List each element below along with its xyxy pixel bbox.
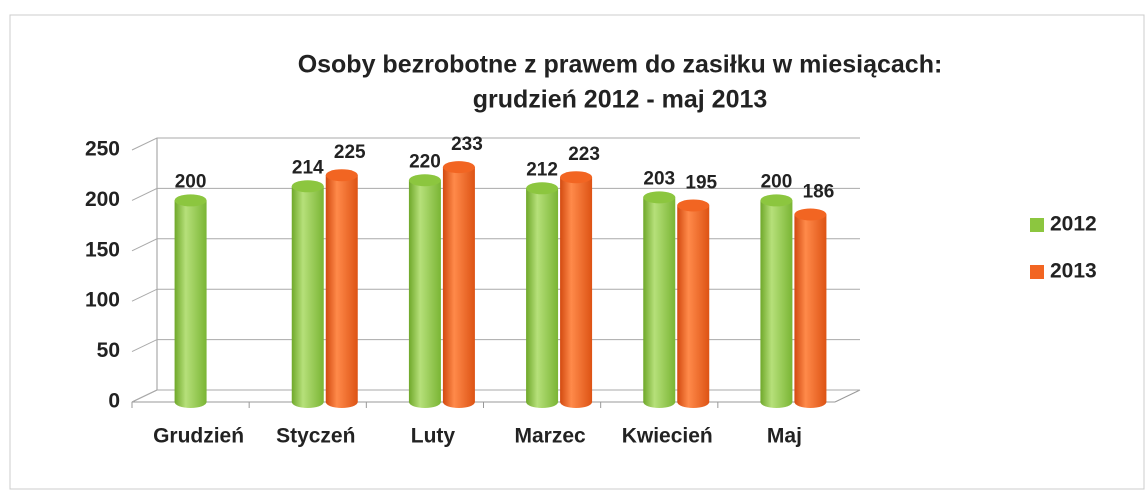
bar xyxy=(560,171,593,408)
value-label: 200 xyxy=(761,171,793,192)
grid-line xyxy=(131,238,860,252)
cylinder-body xyxy=(325,175,358,408)
cylinder-top xyxy=(643,191,676,204)
grid-line xyxy=(131,288,860,302)
legend-swatch xyxy=(1030,218,1044,232)
value-label: 200 xyxy=(175,171,207,192)
x-tick-label: Maj xyxy=(767,425,802,448)
y-tick-label: 150 xyxy=(85,238,120,261)
frame xyxy=(9,14,1145,490)
legend-label: 2013 xyxy=(1050,260,1097,283)
cylinder-top xyxy=(408,174,441,187)
value-label: 233 xyxy=(451,134,483,155)
legend-label: 2012 xyxy=(1050,213,1097,236)
y-tick-label: 250 xyxy=(85,138,120,161)
cylinder-top xyxy=(325,169,358,182)
x-tick-label: Luty xyxy=(411,425,456,448)
cylinder-top xyxy=(794,208,827,221)
bar xyxy=(291,180,324,408)
cylinder-body xyxy=(560,177,593,408)
bar xyxy=(760,194,793,408)
bar xyxy=(526,182,559,408)
legend-swatch xyxy=(1030,265,1044,279)
cylinder-body xyxy=(677,205,710,408)
chart-title: grudzień 2012 - maj 2013 xyxy=(473,86,768,114)
x-tick-label: Kwiecień xyxy=(622,425,713,448)
bar xyxy=(677,199,710,408)
value-label: 186 xyxy=(803,182,835,203)
value-label: 225 xyxy=(334,142,366,163)
y-tick-label: 50 xyxy=(97,339,120,362)
cylinder-body xyxy=(526,188,559,408)
y-tick-label: 0 xyxy=(108,390,120,413)
bar xyxy=(794,208,827,408)
axis xyxy=(834,389,861,403)
x-tick-label: Grudzień xyxy=(153,425,244,448)
bar xyxy=(643,191,676,408)
value-label: 195 xyxy=(685,172,717,193)
cylinder-top xyxy=(560,171,593,184)
chart-title: Osoby bezrobotne z prawem do zasiłku w m… xyxy=(298,51,943,79)
value-label: 212 xyxy=(526,159,558,180)
cylinder-body xyxy=(408,180,441,408)
cylinder-top xyxy=(526,182,559,195)
y-tick-label: 100 xyxy=(85,289,120,312)
value-label: 223 xyxy=(568,144,600,165)
value-label: 220 xyxy=(409,151,441,172)
grid-line xyxy=(131,137,860,151)
cylinder-top xyxy=(677,199,710,212)
cylinder-body xyxy=(291,186,324,408)
value-label: 214 xyxy=(292,157,324,178)
cylinder-top xyxy=(442,161,475,174)
grid-line xyxy=(131,389,860,403)
cylinder-body xyxy=(643,197,676,408)
x-tick-label: Styczeń xyxy=(276,425,355,448)
grid-line xyxy=(131,339,860,353)
value-label: 203 xyxy=(643,168,675,189)
bar xyxy=(174,194,207,408)
cylinder-body xyxy=(760,200,793,408)
cylinder-body xyxy=(442,167,475,408)
cylinder-body xyxy=(174,200,207,408)
bar xyxy=(408,174,441,408)
grid-line xyxy=(131,187,860,201)
x-tick-label: Marzec xyxy=(514,425,586,448)
y-tick-label: 200 xyxy=(85,188,120,211)
cylinder-top xyxy=(760,194,793,207)
cylinder-top xyxy=(291,180,324,193)
cylinder-top xyxy=(174,194,207,207)
bar xyxy=(325,169,358,408)
cylinder-body xyxy=(794,214,827,408)
bar xyxy=(442,161,475,408)
